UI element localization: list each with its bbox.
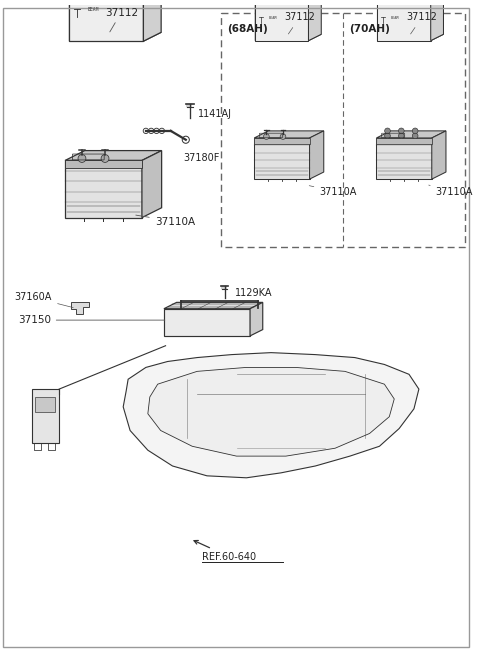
Polygon shape	[164, 303, 263, 309]
Polygon shape	[377, 34, 444, 41]
Text: 37180F: 37180F	[183, 153, 220, 162]
Text: REF.60-640: REF.60-640	[194, 540, 256, 561]
Text: 37110A: 37110A	[429, 185, 473, 197]
Polygon shape	[71, 303, 89, 314]
Text: BEAM: BEAM	[269, 16, 277, 20]
Text: 37112: 37112	[284, 12, 315, 34]
Polygon shape	[258, 0, 312, 5]
Circle shape	[412, 128, 418, 134]
Polygon shape	[254, 138, 310, 179]
Polygon shape	[123, 352, 419, 477]
Polygon shape	[309, 0, 321, 41]
Circle shape	[264, 134, 269, 140]
Bar	[221, 12, 465, 247]
Polygon shape	[377, 0, 390, 41]
Polygon shape	[254, 138, 310, 143]
Text: (68AH): (68AH)	[227, 24, 267, 35]
Polygon shape	[65, 160, 142, 217]
Text: 37110A: 37110A	[136, 215, 195, 227]
Circle shape	[384, 128, 390, 134]
Polygon shape	[250, 303, 263, 336]
Polygon shape	[431, 0, 444, 41]
Polygon shape	[255, 0, 268, 41]
Circle shape	[412, 133, 418, 139]
Circle shape	[398, 133, 404, 139]
Polygon shape	[255, 2, 309, 41]
Text: 37150: 37150	[18, 315, 165, 325]
Polygon shape	[70, 0, 87, 41]
Polygon shape	[432, 131, 446, 179]
Polygon shape	[144, 0, 161, 41]
Polygon shape	[70, 0, 144, 41]
Text: 1129KA: 1129KA	[235, 288, 272, 297]
Polygon shape	[70, 32, 161, 41]
Text: 1141AJ: 1141AJ	[198, 109, 232, 119]
Circle shape	[78, 155, 86, 162]
Polygon shape	[380, 0, 434, 5]
Circle shape	[101, 155, 109, 162]
Polygon shape	[255, 34, 321, 41]
Polygon shape	[164, 309, 250, 336]
Text: 37160A: 37160A	[15, 292, 73, 308]
Circle shape	[384, 133, 390, 139]
Polygon shape	[65, 151, 162, 160]
Polygon shape	[65, 160, 142, 168]
Polygon shape	[310, 131, 324, 179]
Text: 37112: 37112	[407, 12, 437, 34]
Circle shape	[280, 134, 286, 140]
Text: BEAM: BEAM	[88, 7, 99, 12]
Text: 37112: 37112	[105, 7, 138, 32]
Text: BEAM: BEAM	[391, 16, 399, 20]
Polygon shape	[142, 151, 162, 217]
Text: 37110A: 37110A	[309, 185, 357, 197]
Polygon shape	[377, 2, 431, 41]
Polygon shape	[32, 389, 59, 443]
Polygon shape	[376, 131, 446, 138]
Polygon shape	[376, 138, 432, 179]
Text: (70AH): (70AH)	[349, 24, 390, 35]
Polygon shape	[36, 397, 55, 412]
Polygon shape	[148, 367, 394, 456]
Circle shape	[398, 128, 404, 134]
Polygon shape	[254, 131, 324, 138]
Polygon shape	[376, 138, 432, 143]
